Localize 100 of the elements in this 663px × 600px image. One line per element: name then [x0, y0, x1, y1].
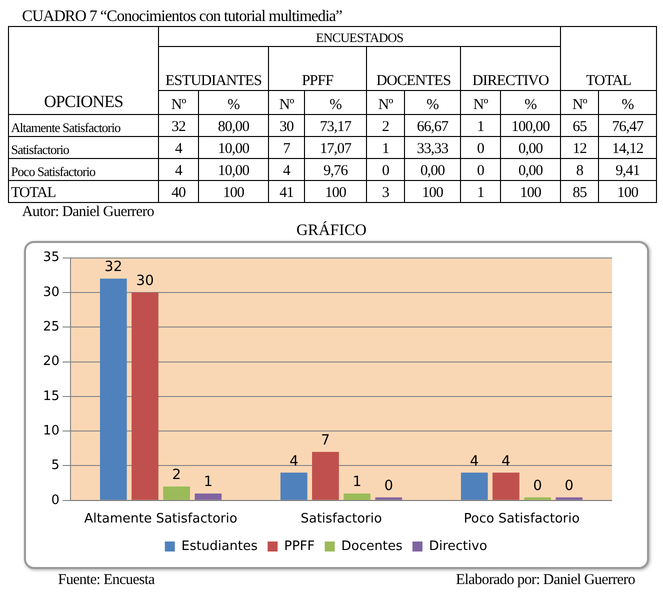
text: Poco Satisfactorio — [11, 164, 96, 179]
text: % — [228, 97, 240, 113]
source-note: Fuente: Encuesta — [58, 571, 154, 589]
text: 0 — [477, 163, 484, 179]
text: 0,00 — [420, 163, 445, 179]
data-label: 1 — [204, 474, 213, 490]
text: Nº — [279, 97, 294, 113]
text: 100 — [617, 185, 638, 201]
text: 12 — [572, 141, 587, 157]
x-tick-label: Satisfactorio — [300, 512, 382, 527]
bar — [344, 493, 370, 500]
chart-title: GRÁFICO — [296, 222, 367, 239]
text: 10,00 — [218, 141, 250, 157]
legend-label: Directivo — [428, 538, 488, 554]
y-tick-label: 10 — [42, 423, 60, 438]
text: 17,07 — [320, 141, 352, 157]
text: DOCENTES — [376, 73, 451, 89]
text: TOTAL — [586, 73, 632, 89]
text: 2 — [382, 119, 389, 135]
text: 30 — [280, 119, 294, 135]
data-label: 0 — [384, 478, 394, 494]
text: 4 — [175, 141, 182, 157]
text: TOTAL — [11, 185, 56, 201]
text: 8 — [576, 163, 584, 179]
text: 0 — [382, 163, 389, 179]
bar — [194, 493, 222, 500]
text: 100 — [223, 185, 244, 201]
data-label: 7 — [321, 432, 330, 449]
text: ENCUESTADOS — [316, 30, 404, 45]
text: OPCIONES — [44, 92, 124, 111]
bar — [132, 292, 158, 500]
text: CUADRO 7 “Conocimientos con tutorial multimedia” — [22, 8, 342, 25]
text: 85 — [572, 185, 587, 201]
text: 0,00 — [518, 163, 543, 179]
text: Nº — [572, 97, 587, 113]
bar — [312, 452, 339, 500]
text: Elaborado por: Daniel Guerrero — [456, 571, 635, 589]
bar — [100, 278, 127, 500]
y-tick-label: 0 — [51, 492, 60, 508]
text: 40 — [172, 185, 186, 201]
y-tick-label: 15 — [42, 388, 60, 404]
data-label: 32 — [104, 259, 122, 276]
text: 1 — [382, 141, 389, 157]
text: 4 — [175, 163, 182, 179]
text: 3 — [382, 185, 389, 201]
data-label: 0 — [533, 478, 542, 494]
text: % — [524, 97, 537, 113]
text: 100 — [422, 185, 443, 201]
data-label: 4 — [289, 453, 298, 470]
text: 33,33 — [416, 141, 448, 157]
y-tick-label: 35 — [42, 250, 60, 266]
text: PPFF — [302, 73, 334, 89]
y-tick-label: 20 — [42, 354, 60, 370]
text: 9,76 — [323, 163, 348, 179]
text: 100,00 — [511, 119, 550, 135]
x-tick-label: Poco Satisfactorio — [464, 512, 580, 527]
text: Autor: Daniel Guerrero — [22, 204, 154, 220]
text: 7 — [283, 141, 290, 157]
data-label: 2 — [172, 467, 182, 484]
text: DIRECTIVO — [472, 73, 549, 89]
bar — [460, 472, 488, 500]
text: 14,12 — [612, 141, 644, 157]
text: Nº — [473, 97, 488, 113]
y-tick-label: 25 — [42, 319, 60, 334]
data-label: 4 — [502, 453, 511, 470]
text: % — [330, 97, 342, 113]
data-label: 1 — [352, 474, 362, 490]
text: 73,17 — [320, 119, 352, 135]
text: 0 — [477, 141, 484, 157]
bar — [280, 472, 308, 500]
text: 80,00 — [218, 119, 250, 135]
legend-label: PPFF — [284, 538, 315, 554]
text: 4 — [283, 163, 290, 179]
data-label: 30 — [136, 273, 154, 290]
data-label: 4 — [470, 453, 479, 470]
text: % — [622, 97, 634, 113]
text: Nº — [378, 97, 393, 113]
text: Altamente Satisfactorio — [11, 120, 120, 135]
text: 1 — [477, 185, 484, 201]
y-tick-label: 5 — [51, 458, 60, 474]
y-tick-label: 30 — [42, 284, 60, 300]
bar — [163, 486, 190, 500]
text: 41 — [280, 185, 294, 201]
text: 0,00 — [518, 141, 543, 157]
text: ESTUDIANTES — [165, 73, 262, 89]
text: % — [426, 97, 438, 113]
text: 32 — [172, 119, 186, 135]
text: 1 — [477, 119, 484, 135]
text: 10,00 — [218, 163, 250, 179]
text: Satisfactorio — [11, 142, 69, 157]
text: 100 — [325, 185, 346, 201]
bar — [492, 472, 520, 500]
x-tick-label: Altamente Satisfactorio — [84, 512, 238, 527]
data-label: 0 — [564, 478, 574, 494]
legend-label: Estudiantes — [181, 538, 258, 554]
text: 65 — [572, 119, 587, 135]
legend-label: Docentes — [341, 538, 403, 554]
text: 76,47 — [612, 119, 644, 135]
text: 66,67 — [416, 119, 448, 135]
text: 100 — [520, 185, 542, 201]
